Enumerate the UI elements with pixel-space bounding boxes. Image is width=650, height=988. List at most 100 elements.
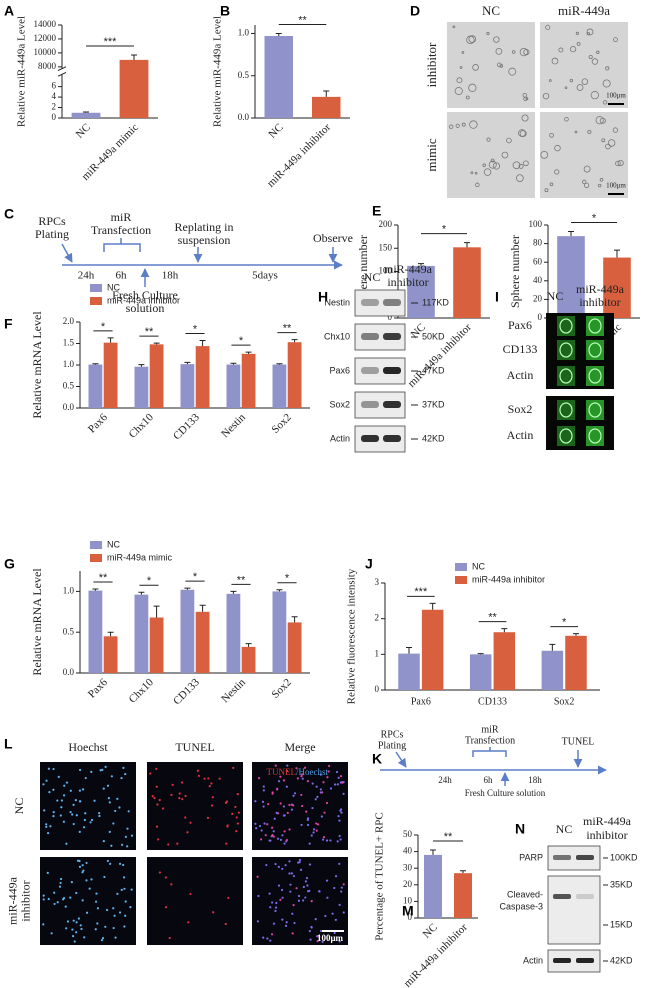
y-tick-label: 0.5: [63, 381, 75, 391]
nucleus: [95, 892, 98, 895]
sphere: [558, 47, 564, 53]
y-tick-label: 4: [52, 91, 57, 101]
tunel-cell: [303, 766, 307, 769]
row-label: inhibitor: [424, 42, 439, 87]
y-tick-label: 0: [388, 312, 393, 322]
tunel-cell: [279, 802, 282, 805]
nucleus: [288, 872, 291, 875]
blot-label: Chx10: [324, 331, 350, 341]
sphere: [588, 54, 593, 60]
tunel-cell: [155, 825, 159, 828]
sphere: [617, 159, 624, 167]
nucleus: [301, 777, 304, 780]
panel-letter: E: [372, 203, 381, 219]
bar: [241, 353, 256, 408]
line: [61, 243, 73, 263]
nucleus: [108, 801, 111, 804]
column-label: Merge: [284, 740, 315, 754]
bar: [71, 112, 101, 118]
sphere: [475, 182, 480, 188]
nucleus: [56, 901, 59, 904]
nucleus: [72, 803, 75, 806]
nucleus: [71, 813, 74, 816]
tunel-cell: [316, 823, 320, 826]
size-label: 37KD: [422, 399, 445, 409]
sphere: [605, 66, 610, 71]
tunel-cell: [283, 830, 286, 833]
nucleus: [60, 799, 64, 802]
micrograph: [252, 762, 348, 850]
tunel-cell: [181, 798, 184, 801]
bar: [603, 257, 631, 318]
y-tick-label: 6: [52, 81, 57, 91]
tunel-cell: [189, 892, 192, 896]
nucleus: [299, 868, 303, 872]
nucleus: [122, 766, 125, 769]
nucleus: [329, 787, 333, 790]
band: [553, 958, 571, 963]
sphere: [597, 183, 602, 188]
size-label: 15KD: [610, 919, 633, 929]
legend-label: miR-449a inhibitor: [107, 295, 180, 305]
spot: [559, 368, 573, 384]
error-bar: [430, 849, 436, 855]
size-label: 35KD: [610, 879, 633, 889]
band: [576, 855, 594, 860]
step-label: miR: [111, 210, 132, 224]
nucleus: [48, 791, 51, 794]
column-label: miR-449a: [558, 3, 610, 18]
tunel-cell: [292, 804, 295, 807]
nucleus: [288, 860, 291, 863]
tunel-cell: [225, 842, 228, 845]
nucleus: [281, 834, 284, 837]
nucleus: [116, 892, 119, 895]
tunel-cell: [257, 777, 261, 780]
nucleus: [260, 829, 263, 832]
nucleus: [62, 820, 66, 823]
error-bar: [568, 231, 574, 237]
nucleus: [85, 861, 88, 865]
band: [383, 367, 401, 374]
nucleus: [90, 878, 93, 881]
bar: [180, 364, 195, 408]
bar: [226, 364, 241, 408]
nucleus: [336, 840, 339, 843]
nucleus: [123, 925, 126, 928]
x-tick-label: NC: [266, 121, 285, 140]
x-tick-label: Sox2: [269, 411, 293, 435]
tunel-cell: [237, 811, 240, 814]
nucleus: [280, 888, 284, 892]
tunel-cell: [315, 822, 318, 825]
tunel-cell: [171, 783, 174, 786]
spot: [588, 402, 602, 418]
bar: [312, 96, 341, 118]
nucleus: [254, 822, 257, 825]
significance: **: [488, 612, 497, 624]
tunel-cell: [271, 834, 274, 837]
y-axis-label: Relative mRNA Level: [30, 311, 44, 419]
panel-letter: D: [410, 3, 420, 19]
nucleus: [316, 795, 319, 798]
tunel-cell: [218, 777, 221, 780]
nucleus: [47, 767, 50, 770]
panel-letter: A: [4, 3, 14, 19]
nucleus: [130, 888, 133, 891]
row-label: Pax6: [508, 318, 532, 332]
x-tick-label: CD133: [171, 676, 202, 707]
column-label: NC: [547, 289, 564, 303]
nucleus: [45, 825, 48, 828]
bar: [272, 364, 287, 408]
nucleus: [298, 858, 302, 862]
nucleus: [118, 862, 122, 865]
sphere: [493, 36, 500, 43]
nucleus: [60, 806, 63, 809]
x-tick-label: NC: [421, 921, 440, 940]
sphere: [523, 160, 529, 167]
legend-swatch: [455, 576, 467, 584]
nucleus: [79, 800, 82, 803]
tunel-cell: [274, 764, 277, 767]
tunel-cell: [271, 791, 274, 794]
nucleus: [78, 789, 82, 792]
y-tick-label: 12000: [34, 33, 57, 43]
